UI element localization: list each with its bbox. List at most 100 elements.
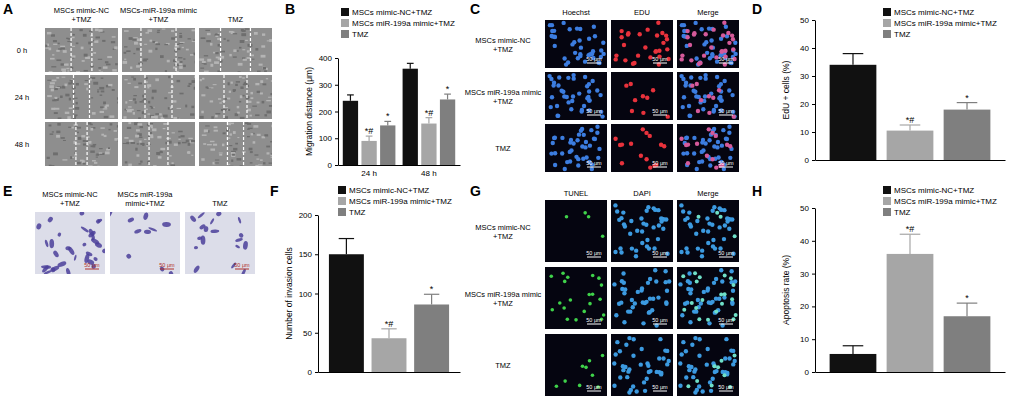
micrograph (122, 28, 195, 72)
texture (183, 58, 185, 59)
cell (563, 167, 567, 171)
plot-marks (329, 239, 449, 372)
texture (109, 115, 114, 117)
texture (53, 40, 57, 42)
texture (49, 124, 52, 126)
error-bar (424, 294, 439, 304)
bar (329, 254, 364, 372)
scale-bar (719, 115, 733, 116)
texture (169, 155, 171, 156)
cell (593, 137, 597, 141)
cell (701, 229, 705, 233)
texture (263, 67, 266, 70)
cell (587, 98, 591, 102)
cell (578, 384, 582, 388)
cell (663, 348, 667, 352)
cell (722, 208, 726, 212)
texture (117, 165, 118, 166)
micrograph (545, 20, 607, 68)
x-axis: 24 h48 h (339, 165, 461, 178)
texture (151, 127, 153, 129)
texture (179, 35, 182, 38)
texture (95, 29, 99, 32)
image-background (122, 75, 195, 119)
cell (614, 313, 618, 317)
texture (83, 163, 86, 165)
bar-chart: F*#*050100150200Number of invasion cells… (270, 183, 461, 377)
cell (645, 27, 649, 31)
row-label: 0 h (17, 46, 27, 55)
error-bar-stem (909, 125, 910, 131)
micrograph (545, 334, 607, 396)
cell (731, 283, 735, 287)
cell (714, 134, 718, 138)
texture (51, 165, 55, 166)
texture (207, 144, 212, 145)
texture (238, 63, 243, 66)
invaded-cell (52, 250, 60, 258)
texture (165, 70, 167, 72)
significance-mark: * (386, 111, 390, 121)
cell (727, 125, 731, 129)
cell (588, 302, 592, 306)
cell (684, 349, 688, 353)
cell (706, 318, 710, 322)
invaded-cell (243, 241, 249, 250)
texture (169, 141, 172, 144)
texture (178, 139, 180, 140)
texture (261, 55, 266, 58)
texture (57, 123, 60, 126)
cell (694, 306, 698, 310)
texture (204, 71, 209, 72)
texture (191, 140, 195, 142)
texture (71, 37, 74, 39)
texture (131, 142, 135, 144)
texture (201, 158, 204, 161)
scale-bar (719, 257, 733, 258)
y-tick-mark (315, 333, 318, 334)
texture (52, 131, 54, 132)
cell (693, 367, 697, 371)
texture (146, 145, 150, 146)
texture (232, 154, 235, 156)
cell (719, 49, 723, 53)
texture (186, 49, 189, 51)
row-label: TMZ (495, 361, 511, 370)
cell (597, 276, 601, 280)
invaded-cell (87, 230, 96, 239)
cell (587, 215, 591, 219)
texture (149, 123, 153, 125)
texture (73, 34, 75, 36)
texture (269, 39, 272, 42)
texture (250, 115, 252, 117)
texture (240, 117, 245, 119)
cell (579, 45, 583, 49)
texture (91, 97, 93, 98)
y-tick: 50 (800, 204, 815, 213)
texture (235, 143, 238, 145)
cell (705, 288, 709, 292)
column-header: MSCs miR-199amimic+TMZ (117, 190, 173, 208)
invaded-cell (41, 264, 50, 273)
texture (135, 101, 137, 104)
plot-marks (830, 54, 991, 160)
cell (707, 94, 711, 98)
texture (174, 64, 179, 66)
cell (560, 151, 564, 155)
cell (684, 246, 688, 250)
texture (163, 128, 166, 129)
cell (678, 361, 682, 365)
texture (250, 162, 253, 163)
y-axis-title: Number of invasion cells (284, 247, 294, 340)
texture (51, 89, 54, 92)
column-header-line: MSCs mimic-NC (54, 6, 110, 15)
invaded-cell (194, 246, 198, 249)
y-tick-mark (812, 372, 815, 373)
texture (126, 50, 130, 52)
texture (102, 40, 105, 42)
texture (263, 83, 267, 85)
cell (708, 56, 712, 60)
cell (709, 38, 713, 42)
panel-label: E (3, 183, 12, 199)
plot-texts: *#* (385, 284, 434, 329)
